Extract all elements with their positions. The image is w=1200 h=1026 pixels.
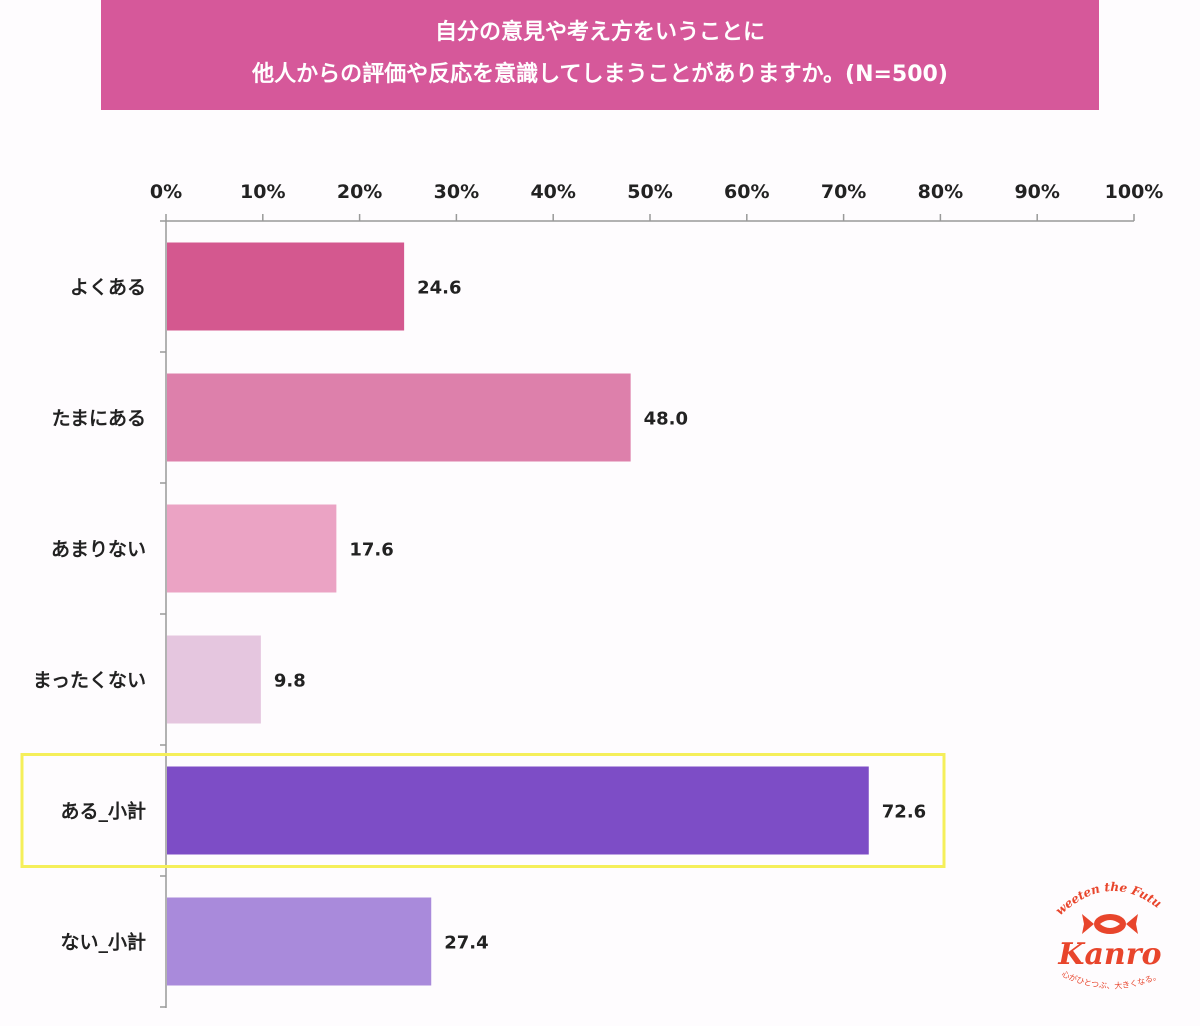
x-tick-label: 10% <box>240 181 285 203</box>
value-label: 72.6 <box>882 802 926 823</box>
value-label: 48.0 <box>644 409 688 430</box>
x-tick-label: 50% <box>627 181 672 203</box>
bar <box>167 504 337 593</box>
x-tick-label: 100% <box>1105 181 1164 203</box>
bar <box>167 766 869 855</box>
chart-title-line2: 他人からの評価や反応を意識してしまうことがありますか。(N=500) <box>252 62 948 87</box>
category-label: たまにある <box>52 408 146 430</box>
x-tick-label: 80% <box>918 181 963 203</box>
value-label: 24.6 <box>417 278 461 299</box>
x-tick-label: 70% <box>821 181 866 203</box>
category-label: あまりない <box>51 539 146 561</box>
x-tick-label: 20% <box>337 181 382 203</box>
title-banner: 自分の意見や考え方をいうことに 他人からの評価や反応を意識してしまうことがありま… <box>101 0 1099 110</box>
category-label: まったくない <box>33 670 146 692</box>
x-tick-label: 60% <box>724 181 769 203</box>
value-label: 17.6 <box>349 540 393 561</box>
category-label: ない_小計 <box>60 931 146 954</box>
bar <box>167 242 405 331</box>
logo-tagline-top: Sweeten the Future <box>1040 872 1164 918</box>
x-tick-label: 40% <box>530 181 575 203</box>
value-label: 27.4 <box>444 933 488 954</box>
bar <box>167 373 631 462</box>
highlight-box <box>20 753 946 868</box>
candy-icon <box>1082 914 1138 934</box>
x-tick-label: 30% <box>434 181 479 203</box>
logo-brand: Kanro <box>1057 937 1161 972</box>
bar <box>167 635 261 724</box>
category-label: ある_小計 <box>60 800 146 823</box>
x-tick-label: 90% <box>1014 181 1059 203</box>
value-label: 9.8 <box>274 671 306 692</box>
chart-title-line1: 自分の意見や考え方をいうことに <box>434 20 765 45</box>
x-tick-label: 0% <box>150 181 182 203</box>
kanro-logo: Sweeten the Future Kanro 心がひとつぶ、大きくなる。 <box>1040 872 1164 991</box>
bar <box>167 897 432 986</box>
logo-tagline-bottom: 心がひとつぶ、大きくなる。 <box>1060 969 1161 990</box>
category-label: よくある <box>70 277 146 299</box>
